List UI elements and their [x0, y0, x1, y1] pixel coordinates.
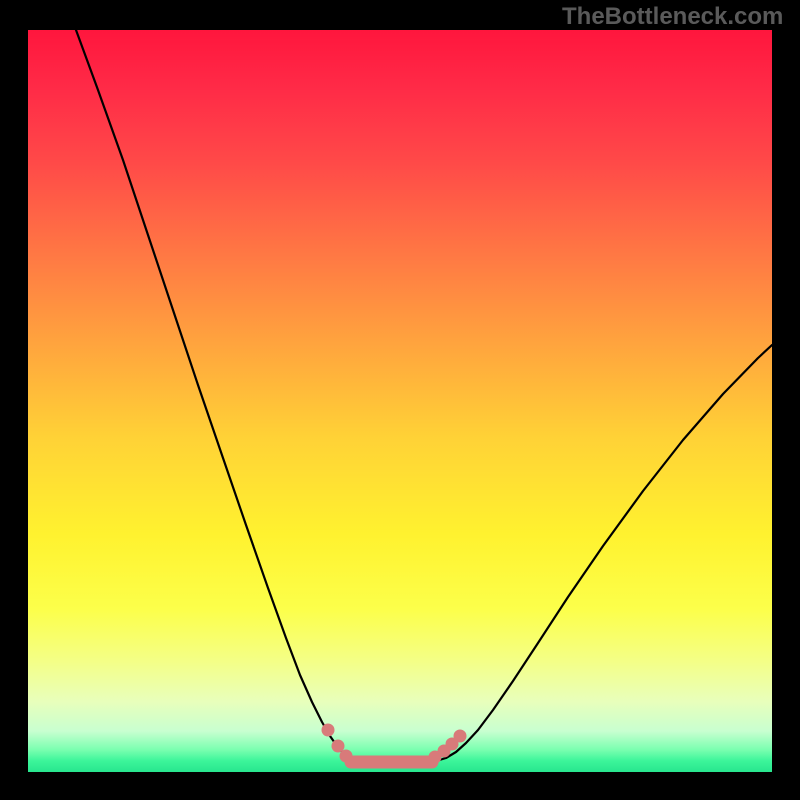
plot-background [28, 30, 772, 772]
marker-dot [454, 730, 467, 743]
watermark-text: TheBottleneck.com [562, 3, 783, 31]
marker-dot [340, 750, 353, 763]
marker-dot [322, 724, 335, 737]
bottleneck-chart [0, 0, 800, 800]
